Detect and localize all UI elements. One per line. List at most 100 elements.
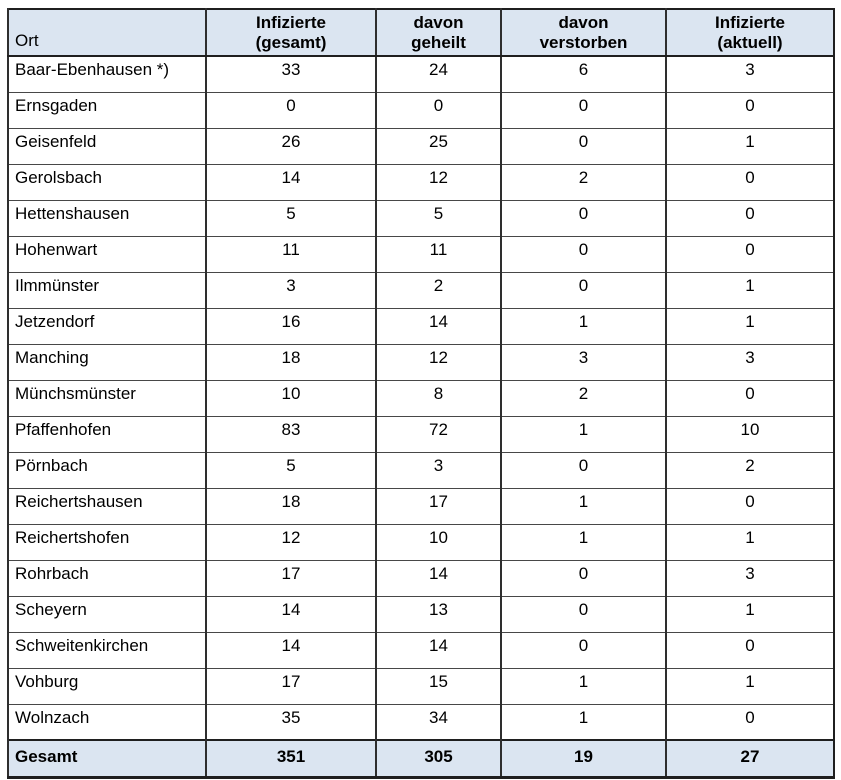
- value-cell: 3: [500, 343, 666, 380]
- table-row: Gerolsbach 14 12 2 0: [7, 163, 834, 200]
- table-row: Geisenfeld 26 25 0 1: [7, 127, 834, 164]
- town-cell: Ernsgaden: [7, 91, 206, 128]
- value-cell: 1: [665, 307, 834, 344]
- totals-value-cell: 305: [375, 739, 501, 777]
- header-line: davon: [558, 12, 609, 32]
- value-cell: 1: [665, 595, 834, 632]
- value-cell: 0: [375, 91, 501, 128]
- value-cell: 1: [665, 523, 834, 560]
- value-cell: 12: [205, 523, 376, 560]
- value-cell: 0: [665, 91, 834, 128]
- table-row: Vohburg 17 15 1 1: [7, 667, 834, 704]
- value-cell: 10: [375, 523, 501, 560]
- value-cell: 0: [500, 127, 666, 164]
- table-row: Münchsmünster 10 8 2 0: [7, 379, 834, 416]
- value-cell: 0: [665, 631, 834, 668]
- header-line: geheilt: [411, 32, 466, 52]
- value-cell: 0: [500, 271, 666, 308]
- value-cell: 3: [665, 55, 834, 92]
- column-header-davon-verstorben: davon verstorben: [500, 8, 666, 57]
- town-cell: Hettenshausen: [7, 199, 206, 236]
- table-row: Rohrbach 17 14 0 3: [7, 559, 834, 596]
- town-cell: Geisenfeld: [7, 127, 206, 164]
- infections-table: Ort Infizierte (gesamt) davon geheilt da…: [7, 8, 835, 779]
- table-row: Schweitenkirchen 14 14 0 0: [7, 631, 834, 668]
- header-row: Ort Infizierte (gesamt) davon geheilt da…: [7, 8, 834, 57]
- value-cell: 5: [205, 451, 376, 488]
- town-cell: Ilmmünster: [7, 271, 206, 308]
- table-row: Scheyern 14 13 0 1: [7, 595, 834, 632]
- table-row: Wolnzach 35 34 1 0: [7, 703, 834, 740]
- town-cell: Pfaffenhofen: [7, 415, 206, 452]
- value-cell: 16: [205, 307, 376, 344]
- value-cell: 72: [375, 415, 501, 452]
- town-cell: Hohenwart: [7, 235, 206, 272]
- town-cell: Schweitenkirchen: [7, 631, 206, 668]
- header-line: verstorben: [539, 32, 628, 52]
- column-header-infizierte-aktuell: Infizierte (aktuell): [665, 8, 834, 57]
- value-cell: 0: [665, 703, 834, 740]
- value-cell: 2: [375, 271, 501, 308]
- value-cell: 2: [500, 379, 666, 416]
- value-cell: 1: [500, 307, 666, 344]
- header-line: (aktuell): [717, 32, 783, 52]
- value-cell: 1: [500, 487, 666, 524]
- value-cell: 10: [665, 415, 834, 452]
- town-cell: Scheyern: [7, 595, 206, 632]
- header-line: Infizierte: [715, 12, 785, 32]
- value-cell: 17: [375, 487, 501, 524]
- town-cell: Münchsmünster: [7, 379, 206, 416]
- value-cell: 26: [205, 127, 376, 164]
- value-cell: 1: [500, 523, 666, 560]
- town-cell: Manching: [7, 343, 206, 380]
- value-cell: 1: [665, 271, 834, 308]
- value-cell: 24: [375, 55, 501, 92]
- value-cell: 18: [205, 487, 376, 524]
- value-cell: 35: [205, 703, 376, 740]
- value-cell: 14: [375, 631, 501, 668]
- table-footer: Gesamt 351 305 19 27: [7, 739, 834, 777]
- town-cell: Reichertshofen: [7, 523, 206, 560]
- column-header-ort: Ort: [7, 8, 206, 57]
- value-cell: 14: [375, 307, 501, 344]
- value-cell: 0: [665, 163, 834, 200]
- value-cell: 10: [205, 379, 376, 416]
- value-cell: 0: [500, 559, 666, 596]
- value-cell: 0: [500, 91, 666, 128]
- value-cell: 0: [500, 631, 666, 668]
- value-cell: 3: [665, 559, 834, 596]
- value-cell: 1: [500, 415, 666, 452]
- value-cell: 8: [375, 379, 501, 416]
- column-header-davon-geheilt: davon geheilt: [375, 8, 501, 57]
- value-cell: 14: [205, 631, 376, 668]
- table-row: Manching 18 12 3 3: [7, 343, 834, 380]
- table-row: Reichertshausen 18 17 1 0: [7, 487, 834, 524]
- table-body: Baar-Ebenhausen *) 33 24 6 3 Ernsgaden 0…: [7, 55, 834, 740]
- value-cell: 0: [205, 91, 376, 128]
- table-row: Pfaffenhofen 83 72 1 10: [7, 415, 834, 452]
- value-cell: 1: [665, 667, 834, 704]
- town-cell: Jetzendorf: [7, 307, 206, 344]
- value-cell: 11: [205, 235, 376, 272]
- value-cell: 3: [375, 451, 501, 488]
- value-cell: 6: [500, 55, 666, 92]
- table-row: Hettenshausen 5 5 0 0: [7, 199, 834, 236]
- value-cell: 1: [665, 127, 834, 164]
- header-line: davon: [413, 12, 464, 32]
- value-cell: 15: [375, 667, 501, 704]
- table-row: Pörnbach 5 3 0 2: [7, 451, 834, 488]
- value-cell: 3: [665, 343, 834, 380]
- value-cell: 13: [375, 595, 501, 632]
- value-cell: 0: [665, 379, 834, 416]
- totals-label: Gesamt: [7, 739, 206, 777]
- town-cell: Vohburg: [7, 667, 206, 704]
- value-cell: 2: [500, 163, 666, 200]
- value-cell: 14: [375, 559, 501, 596]
- value-cell: 5: [205, 199, 376, 236]
- town-cell: Reichertshausen: [7, 487, 206, 524]
- table-row: Ernsgaden 0 0 0 0: [7, 91, 834, 128]
- value-cell: 14: [205, 595, 376, 632]
- value-cell: 18: [205, 343, 376, 380]
- value-cell: 3: [205, 271, 376, 308]
